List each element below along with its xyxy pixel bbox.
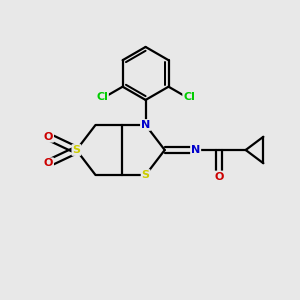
Text: S: S — [72, 145, 80, 155]
Text: N: N — [191, 145, 200, 155]
Text: N: N — [141, 120, 150, 130]
Text: O: O — [44, 158, 53, 168]
Text: O: O — [44, 132, 53, 142]
Text: S: S — [142, 170, 150, 180]
Text: Cl: Cl — [96, 92, 108, 102]
Text: O: O — [214, 172, 224, 182]
Text: Cl: Cl — [183, 92, 195, 102]
